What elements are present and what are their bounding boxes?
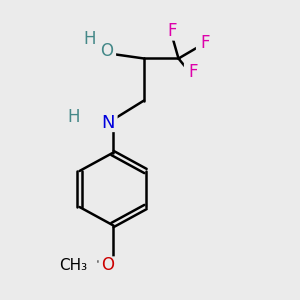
FancyBboxPatch shape	[97, 42, 116, 60]
FancyBboxPatch shape	[50, 256, 98, 275]
Text: H: H	[84, 30, 96, 48]
Text: N: N	[101, 114, 115, 132]
FancyBboxPatch shape	[64, 108, 83, 126]
Text: O: O	[100, 42, 113, 60]
Text: F: F	[189, 63, 198, 81]
FancyBboxPatch shape	[184, 63, 203, 81]
Text: F: F	[201, 34, 210, 52]
Text: O: O	[101, 256, 115, 274]
Text: CH₃: CH₃	[59, 258, 88, 273]
FancyBboxPatch shape	[196, 34, 215, 53]
FancyBboxPatch shape	[163, 22, 182, 40]
FancyBboxPatch shape	[80, 30, 100, 48]
FancyBboxPatch shape	[98, 114, 118, 132]
Text: F: F	[168, 22, 177, 40]
FancyBboxPatch shape	[98, 256, 118, 275]
Text: H: H	[67, 108, 80, 126]
